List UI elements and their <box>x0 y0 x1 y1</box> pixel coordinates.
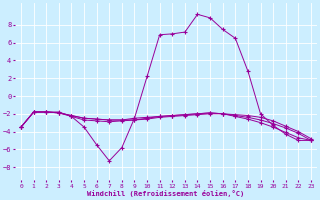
X-axis label: Windchill (Refroidissement éolien,°C): Windchill (Refroidissement éolien,°C) <box>87 190 244 197</box>
